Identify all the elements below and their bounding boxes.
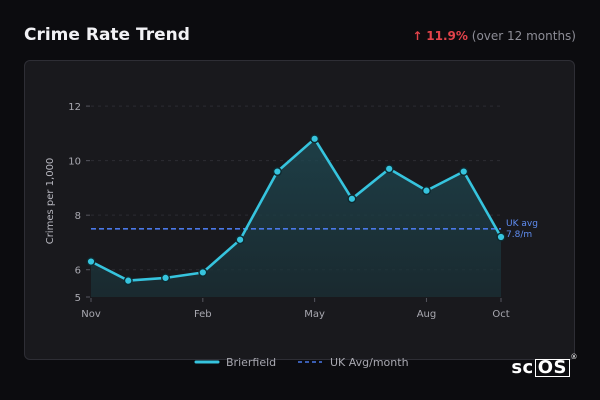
y-tick-label: 10 (68, 157, 81, 168)
trend-up-arrow-icon: ↑ (412, 29, 423, 43)
series-line-brierfield (89, 137, 503, 282)
data-point (161, 273, 171, 283)
series-area-fill (91, 138, 501, 297)
series-points (86, 134, 506, 286)
data-point (496, 232, 506, 242)
logo-registered-mark: ® (570, 353, 578, 361)
y-tick-label: 8 (75, 211, 81, 222)
legend: Brierfield UK Avg/month (194, 356, 409, 369)
x-tick-label: Oct (492, 309, 509, 320)
legend-label-uk-avg: UK Avg/month (330, 356, 409, 369)
trend-change: ↑ 11.9% (over 12 months) (412, 29, 576, 43)
trend-change-note: (over 12 months) (471, 29, 576, 43)
chart-title: Crime Rate Trend (24, 25, 190, 45)
x-tick-label: Aug (417, 309, 437, 320)
trend-change-value: 11.9% (426, 29, 468, 43)
data-point (421, 186, 431, 196)
uk-average-value-label: 7.8/m (506, 230, 532, 240)
logo-text: sc (511, 357, 534, 378)
x-axis: Nov Feb May Aug Oct (81, 298, 510, 320)
data-point (123, 276, 133, 286)
data-point (235, 235, 245, 245)
data-point (347, 194, 357, 204)
data-point (86, 257, 96, 267)
data-point (272, 167, 282, 177)
legend-label-brierfield: Brierfield (226, 356, 276, 369)
data-point (384, 164, 394, 174)
y-axis: 5 6 8 10 12 (68, 102, 90, 304)
y-axis-label: Crimes per 1,000 (45, 158, 56, 245)
data-point (198, 267, 208, 277)
x-tick-label: Feb (194, 309, 212, 320)
logo-text-boxed: OS (534, 359, 570, 377)
data-point (310, 134, 320, 144)
y-tick-label: 5 (75, 293, 81, 304)
x-tick-label: Nov (81, 309, 101, 320)
x-tick-label: May (304, 309, 325, 320)
uk-average-label: UK avg (506, 219, 538, 229)
y-tick-label: 6 (75, 266, 81, 277)
y-tick-label: 12 (68, 102, 81, 113)
data-point (459, 167, 469, 177)
scos-logo: sc OS ® (511, 353, 577, 378)
